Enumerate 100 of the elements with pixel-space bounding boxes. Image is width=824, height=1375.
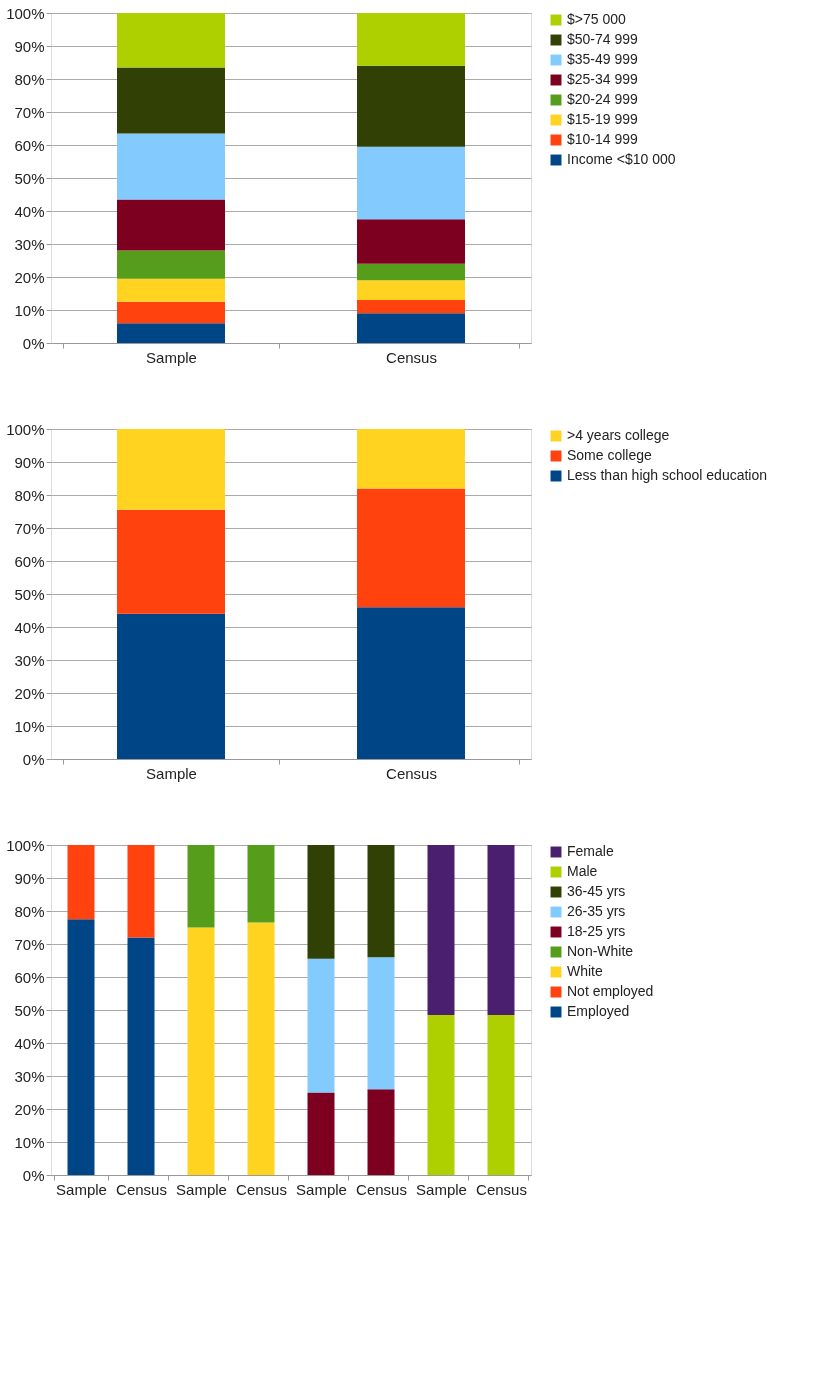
bar — [367, 957, 395, 1090]
bar — [117, 278, 225, 302]
legend-label: $15-19 999 — [567, 111, 639, 127]
bar — [67, 845, 95, 920]
y-tick-label: 60% — [14, 136, 45, 154]
bar — [117, 323, 225, 343]
x-tick-label: Sample — [176, 1180, 227, 1198]
x-tick-label: Census — [386, 764, 437, 782]
y-tick-label: 0% — [22, 750, 45, 768]
bar — [127, 845, 155, 938]
bar — [117, 613, 225, 759]
bar — [357, 13, 465, 66]
y-tick-label: 10% — [14, 1133, 45, 1151]
legend-label: 26-35 yrs — [567, 903, 626, 919]
y-tick-label: 100% — [6, 4, 45, 22]
x-tick-label: Sample — [146, 764, 197, 782]
bar — [487, 1014, 515, 1175]
x-tick-label: Sample — [146, 348, 197, 366]
bar — [357, 146, 465, 220]
y-tick-label: 90% — [14, 37, 45, 55]
bar — [487, 845, 515, 1015]
y-tick-label: 90% — [14, 869, 45, 887]
bar — [117, 250, 225, 279]
y-tick-label: 30% — [14, 235, 45, 253]
bar — [357, 313, 465, 343]
bar — [357, 300, 465, 314]
legend-label: $>75 000 — [567, 11, 626, 27]
y-tick-label: 90% — [14, 453, 45, 471]
y-tick-label: 10% — [14, 301, 45, 319]
legend-label: Less than high school education — [567, 467, 768, 483]
legend-label: Female — [567, 843, 614, 859]
legend-label: 18-25 yrs — [567, 923, 626, 939]
x-tick-label: Census — [236, 1180, 287, 1198]
legend-label: $50-74 999 — [567, 31, 639, 47]
bar — [187, 927, 215, 1175]
y-tick-label: 100% — [6, 836, 45, 854]
y-tick-label: 20% — [14, 268, 45, 286]
bar — [117, 67, 225, 134]
bar — [247, 845, 275, 923]
bar — [367, 1089, 395, 1175]
x-tick-label: Sample — [296, 1180, 347, 1198]
legend-label: Non-White — [567, 943, 634, 959]
y-tick-label: 10% — [14, 717, 45, 735]
bar — [67, 919, 95, 1175]
x-tick-label: Sample — [416, 1180, 467, 1198]
y-tick-label: 20% — [14, 684, 45, 702]
y-tick-label: 70% — [14, 935, 45, 953]
y-tick-label: 80% — [14, 70, 45, 88]
x-tick-label: Sample — [56, 1180, 107, 1198]
x-tick-label: Census — [386, 348, 437, 366]
bar — [357, 65, 465, 147]
legend-label: $25-34 999 — [567, 71, 639, 87]
y-tick-label: 70% — [14, 103, 45, 121]
y-tick-label: 0% — [22, 1166, 45, 1184]
legend-label: Male — [567, 863, 598, 879]
legend-label: $20-24 999 — [567, 91, 639, 107]
bar — [117, 509, 225, 614]
y-tick-label: 60% — [14, 968, 45, 986]
y-tick-label: 40% — [14, 1034, 45, 1052]
legend-label: Employed — [567, 1003, 630, 1019]
bar — [117, 133, 225, 200]
bar — [117, 429, 225, 510]
y-tick-label: 20% — [14, 1100, 45, 1118]
bar — [357, 607, 465, 759]
y-tick-label: 60% — [14, 552, 45, 570]
y-tick-label: 100% — [6, 420, 45, 438]
bar — [427, 845, 455, 1015]
y-tick-label: 30% — [14, 651, 45, 669]
bar — [247, 922, 275, 1175]
y-tick-label: 50% — [14, 169, 45, 187]
bar — [127, 937, 155, 1175]
legend-label: Income <$10 000 — [567, 151, 676, 167]
bar — [117, 199, 225, 251]
y-tick-label: 30% — [14, 1067, 45, 1085]
legend-label: $10-14 999 — [567, 131, 639, 147]
legend-label: White — [567, 963, 603, 979]
bar — [357, 429, 465, 489]
bar — [117, 13, 225, 68]
legend-label: $35-49 999 — [567, 51, 639, 67]
legend-label: 36-45 yrs — [567, 883, 626, 899]
bar — [357, 280, 465, 301]
bar — [357, 488, 465, 608]
legend-label: Not employed — [567, 983, 654, 999]
legend-label: >4 years college — [567, 427, 670, 443]
bar — [187, 845, 215, 928]
bar — [357, 263, 465, 281]
y-tick-label: 70% — [14, 519, 45, 537]
y-tick-label: 80% — [14, 486, 45, 504]
bar — [117, 301, 225, 324]
x-tick-label: Census — [116, 1180, 167, 1198]
legend-label: Some college — [567, 447, 653, 463]
y-tick-label: 40% — [14, 202, 45, 220]
bar — [307, 845, 335, 959]
x-tick-label: Census — [356, 1180, 407, 1198]
bar — [367, 845, 395, 958]
x-tick-label: Census — [476, 1180, 527, 1198]
bar — [307, 958, 335, 1093]
y-tick-label: 50% — [14, 585, 45, 603]
bar — [427, 1014, 455, 1175]
y-tick-label: 50% — [14, 1001, 45, 1019]
